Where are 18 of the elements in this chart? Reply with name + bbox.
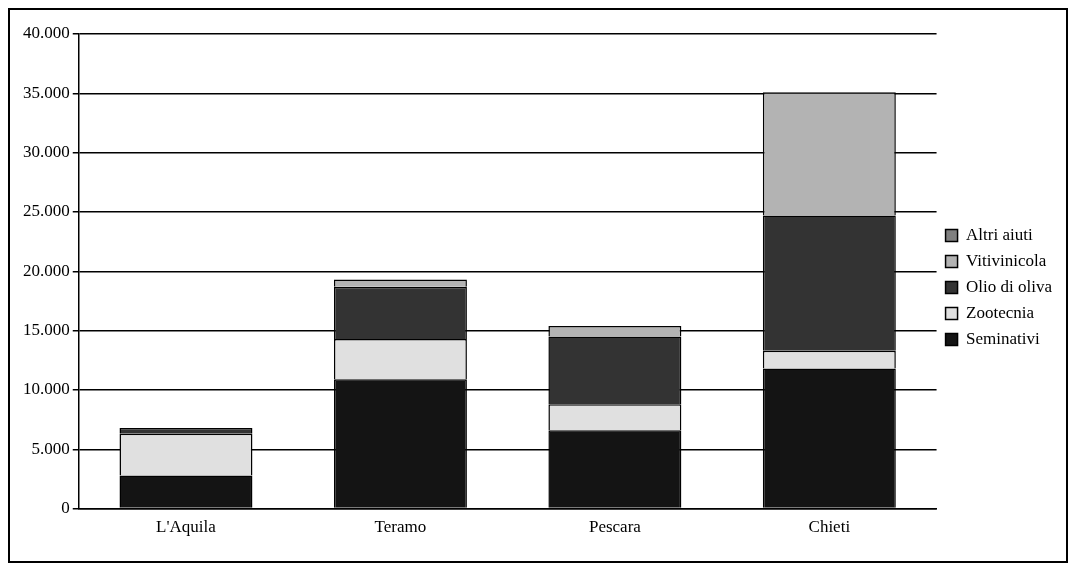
y-tick-label: 15.000 [23, 320, 70, 340]
legend-label: Olio di oliva [966, 276, 1053, 296]
y-tick-label: 5.000 [31, 438, 70, 458]
legend-label: Vitivinicola [966, 250, 1047, 270]
y-tick-label: 30.000 [23, 142, 70, 162]
x-tick-label: Teramo [374, 517, 427, 537]
x-tick-label: L'Aquila [156, 517, 217, 537]
x-tick-label: Chieti [808, 517, 851, 537]
y-tick-label: 0 [61, 498, 70, 518]
legend-label: Seminativi [966, 328, 1040, 348]
y-tick-label: 20.000 [23, 260, 70, 280]
y-tick-label: 35.000 [23, 82, 70, 102]
y-tick-label: 10.000 [23, 379, 70, 399]
x-tick-label: Pescara [588, 517, 642, 537]
legend-label: Altri aiuti [966, 224, 1033, 244]
legend-label: Zootecnia [966, 302, 1035, 322]
y-tick-label: 40.000 [23, 23, 70, 43]
y-tick-label: 25.000 [23, 201, 70, 221]
